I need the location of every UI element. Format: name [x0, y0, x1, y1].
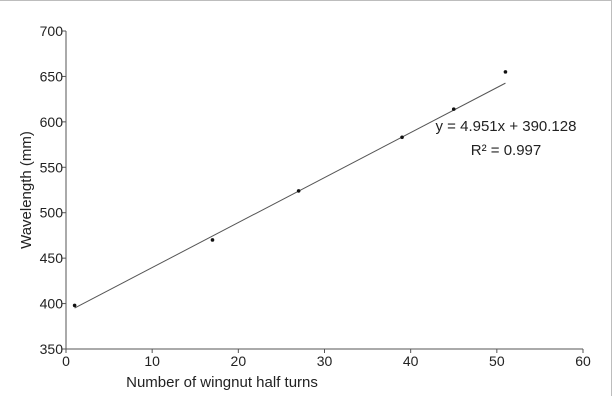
r-squared-label: R² = 0.997 — [471, 142, 541, 159]
y-tick-label: 500 — [40, 205, 64, 221]
data-point — [296, 189, 301, 193]
y-tick-label: 600 — [40, 114, 64, 130]
y-axis-title: Wavelength (mm) — [18, 131, 35, 249]
y-tick-label: 550 — [40, 159, 64, 175]
data-point — [503, 70, 508, 74]
x-axis-title: Number of wingnut half turns — [126, 374, 318, 391]
y-tick-label: 400 — [40, 296, 64, 312]
x-tick-label: 20 — [231, 353, 247, 369]
data-point — [400, 135, 404, 140]
y-tick-label: 700 — [40, 23, 64, 39]
x-tick-label: 0 — [62, 353, 70, 369]
axes — [65, 31, 583, 350]
data-point — [210, 238, 215, 242]
y-tick-label: 450 — [40, 250, 64, 266]
x-tick-label: 30 — [317, 353, 333, 369]
x-tick-label: 50 — [489, 353, 505, 369]
x-tick-label: 60 — [575, 353, 591, 369]
regression-equation: y = 4.951x + 390.128 — [436, 118, 577, 135]
data-point — [72, 303, 77, 308]
y-tick-label: 350 — [40, 341, 64, 357]
x-tick-label: 10 — [144, 353, 160, 369]
trendline — [74, 82, 506, 309]
axis-titles: Number of wingnut half turns Wavelength … — [18, 131, 318, 391]
x-tick-label: 40 — [403, 353, 419, 369]
y-tick-label: 650 — [40, 68, 64, 84]
data-point — [451, 107, 456, 111]
regression-annotation: y = 4.951x + 390.128 R² = 0.997 — [436, 118, 577, 159]
data-points — [72, 70, 508, 308]
trendline-group — [74, 82, 506, 309]
tick-labels: 350 400 450 500 550 600 650 700 0 10 20 30 40 50 60 — [40, 23, 591, 369]
